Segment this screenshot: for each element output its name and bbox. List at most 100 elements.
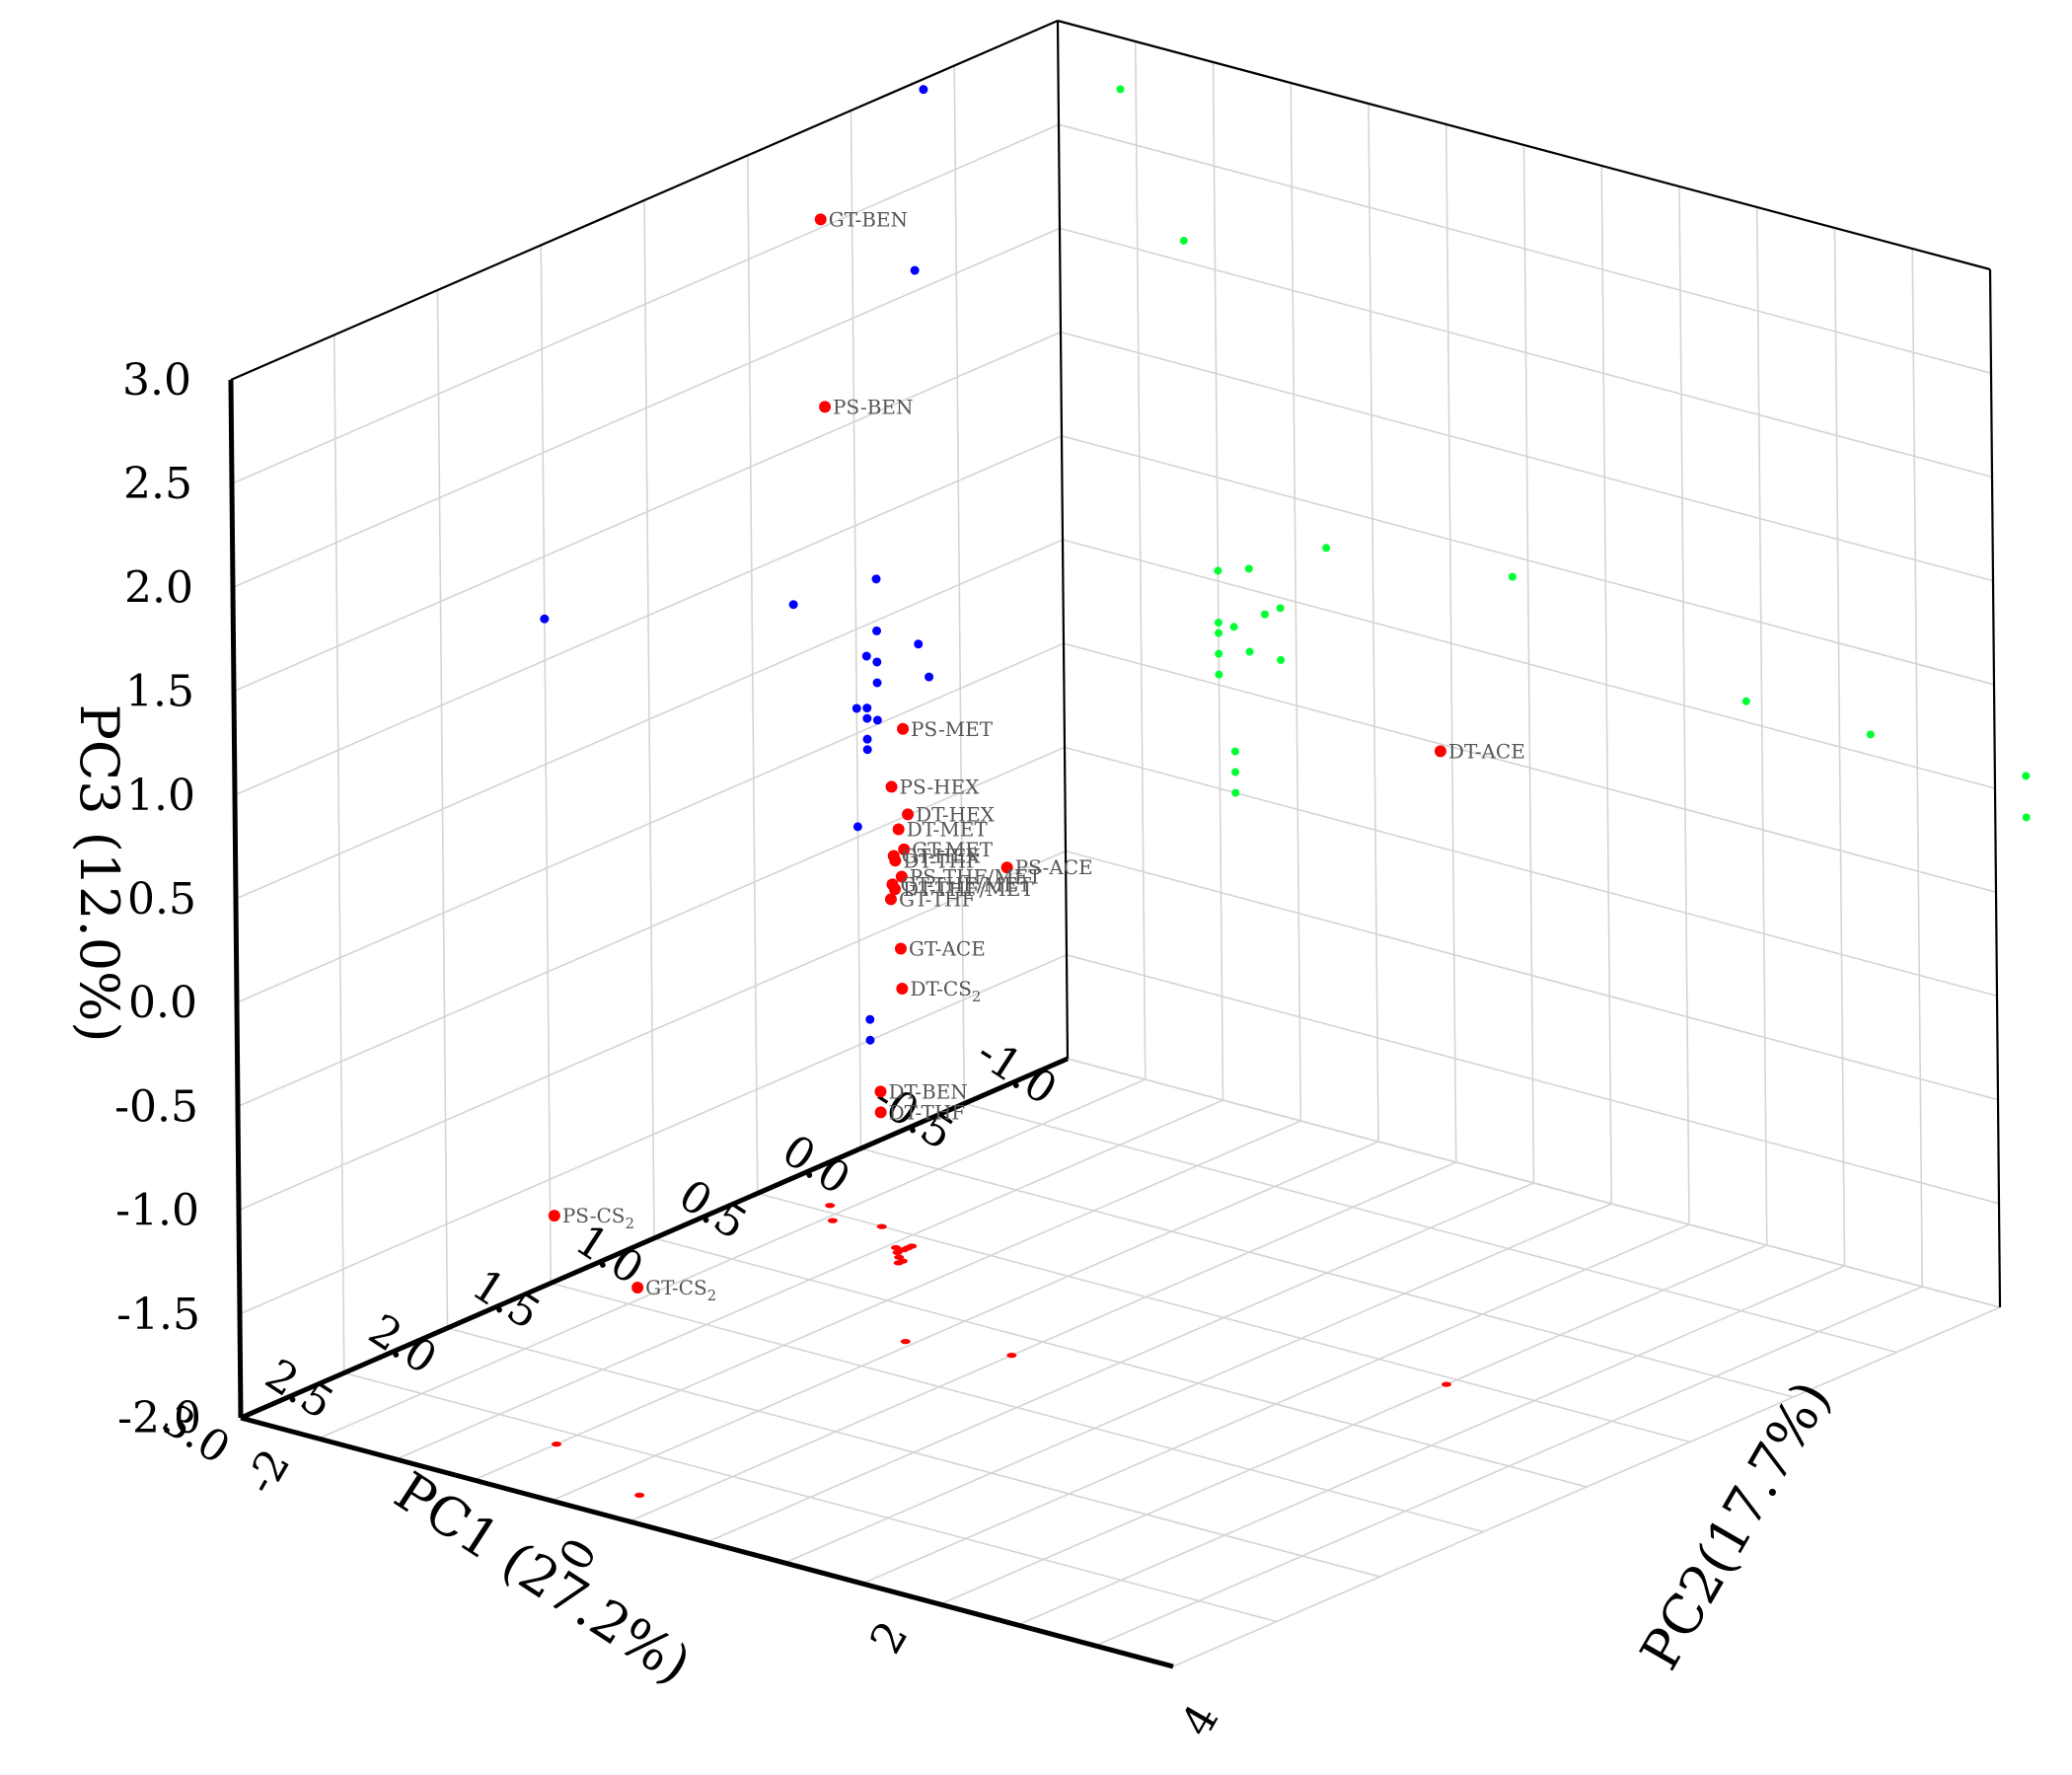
data-point [898,843,911,855]
grid-line [239,954,1068,1315]
point-label: DT-THF [903,849,980,872]
projection-point-pc1-pc3 [914,639,924,649]
grid-line [1065,850,1999,1101]
y-tick-label: 2 [860,1613,918,1663]
point-label: DT-CS2 [910,977,981,1005]
z-tick-label: 2.5 [123,459,192,509]
projection-point-pc1-pc3 [871,574,881,584]
grid-line [861,1223,1690,1585]
y-tick [1173,1666,1191,1698]
z-tick-label: 0.0 [128,978,197,1028]
point-label: GT-THF/MET [900,872,1031,896]
projection-point-pc1-pc3 [925,672,934,682]
x-tick-label: -1.0 [968,1027,1066,1115]
point-label: PS-THF/MET [910,865,1042,889]
data-point [874,1106,887,1119]
z-tick-label: 2.0 [124,562,193,613]
projection-point-pc1-pc2 [1442,1381,1452,1387]
x-tick-label: 1.5 [464,1260,549,1340]
projection-point-pc1-pc2 [825,1203,836,1209]
projection-point-pc1-pc3 [851,703,861,713]
projection-point-pc2-pc3 [1276,604,1285,613]
data-point [894,942,907,955]
projection-point-pc2-pc3 [1277,655,1286,664]
point-label-subscript: 2 [972,988,982,1005]
projection-point-pc1-pc3 [862,713,872,723]
grid-line [1060,331,1994,582]
projection-point-pc1-pc2 [890,1244,901,1251]
projection-point-pc2-pc3 [1214,619,1222,628]
projection-point-pc1-pc3 [862,703,872,713]
point-label: GT-CS2 [645,1276,716,1304]
x-axis-title: PC1 (27.2%) [384,1460,702,1697]
data-points [540,85,2031,1498]
x-tick-label: 0.0 [774,1125,858,1205]
grid-line [238,850,1067,1212]
point-label: PS-HEX [900,775,981,798]
grid-line [706,1182,1534,1543]
projection-point-pc2-pc3 [1230,747,1239,756]
projection-point-pc2-pc3 [1244,564,1253,573]
z-axis-line [228,379,244,1419]
grid-line [1059,227,1993,479]
projection-point-pc1-pc2 [1006,1353,1017,1359]
point-label: DT-MET [907,817,989,841]
point-label: DT-THF/MET [903,877,1034,901]
data-point [631,1282,644,1294]
data-point [885,780,898,793]
projection-point-pc2-pc3 [1260,610,1269,619]
projection-point-pc1-pc3 [852,822,862,832]
grid-line [1094,1286,1923,1647]
x-tick-label: 2.0 [360,1304,445,1384]
projection-point-pc2-pc3 [1215,629,1222,637]
data-point [897,722,910,735]
grid-line [1172,1306,2001,1667]
grid-line [629,1161,1457,1522]
data-point [889,854,902,867]
box-edge [1057,19,1991,271]
projection-point-pc2-pc3 [1229,623,1238,631]
grid-line [1061,435,1995,686]
projection-point-pc2-pc3 [1508,572,1517,581]
data-point [902,808,915,821]
grid-line [939,1244,1768,1605]
projection-point-pc1-pc3 [872,626,882,635]
grid-line [551,1141,1379,1502]
data-point [1000,861,1013,874]
box-edge [1988,268,2002,1308]
point-label: PS-BEN [833,395,913,418]
grid-line [396,1099,1223,1460]
projection-point-pc1-pc3 [540,614,550,624]
projection-point-pc1-pc3 [910,265,920,275]
z-tick-label: -1.5 [116,1290,200,1340]
projection-point-pc1-pc2 [898,1247,909,1253]
point-label: GT-THF [899,887,976,911]
projection-point-pc2-pc3 [1179,236,1188,245]
projection-point-pc1-pc3 [872,657,882,667]
x-tick-label: 0.5 [670,1170,755,1250]
projection-point-pc2-pc3 [1245,647,1254,656]
axis-ticks: -2.0-1.5-1.0-0.50.00.51.01.52.02.53.0-1.… [114,355,1228,1745]
axis-box [228,19,2002,1669]
grid-line [1062,539,1996,789]
z-tick-label: -2.0 [117,1393,201,1443]
point-label: GT-ACE [909,937,986,961]
point-label-subscript: 2 [707,1287,717,1304]
point-label-subscript: 2 [626,1215,635,1232]
grid-line [233,331,1062,693]
projection-point-pc2-pc3 [1214,566,1222,575]
projection-point-pc1-pc3 [865,1014,875,1024]
point-label: GT-MET [912,838,994,861]
projection-point-pc2-pc3 [1116,85,1125,94]
projection-point-pc1-pc2 [900,1339,911,1345]
x-axis-line [240,1056,1069,1421]
data-point [1434,745,1446,758]
projection-point-pc2-pc3 [1215,649,1223,658]
projection-point-pc1-pc3 [872,678,882,688]
point-label: PS-ACE [1015,855,1093,879]
point-label: GT-HEX [902,844,982,867]
grid-line [237,746,1066,1108]
z-tick-label: -1.0 [115,1186,199,1236]
projection-point-pc2-pc3 [2022,772,2031,780]
